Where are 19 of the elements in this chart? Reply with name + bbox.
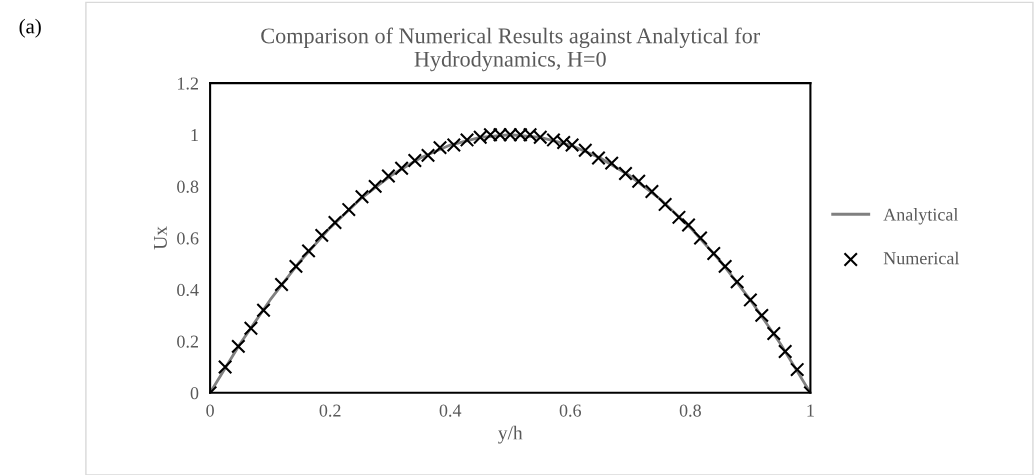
y-tick-label: 1 <box>191 129 198 142</box>
x-tick-label: 0.2 <box>319 404 341 417</box>
x-tick-label: 0.6 <box>559 404 582 417</box>
y-tick-label: 0.2 <box>177 335 198 348</box>
y-tick-label: 0.6 <box>177 232 199 245</box>
x-tick-label: 0 <box>206 404 214 417</box>
y-tick-label: 0.4 <box>177 283 199 297</box>
chart-title: Comparison of Numerical Results against Analytical for Hydrodynamics, H=0 <box>261 27 760 72</box>
y-tick-label: 1.2 <box>178 77 198 90</box>
y-tick-label: 0.8 <box>177 180 199 193</box>
x-tick-label: 0.8 <box>679 404 701 417</box>
y-axis-title: Ux <box>153 226 167 250</box>
x-tick-label: 0.4 <box>439 404 462 417</box>
legend-label: Numerical <box>883 251 960 265</box>
x-tick-label: 1 <box>807 404 814 417</box>
legend-label: Analytical <box>883 208 959 225</box>
y-tick-label: 0 <box>190 387 199 400</box>
x-axis-title: y/h <box>498 425 523 444</box>
text: (a) <box>19 18 41 38</box>
